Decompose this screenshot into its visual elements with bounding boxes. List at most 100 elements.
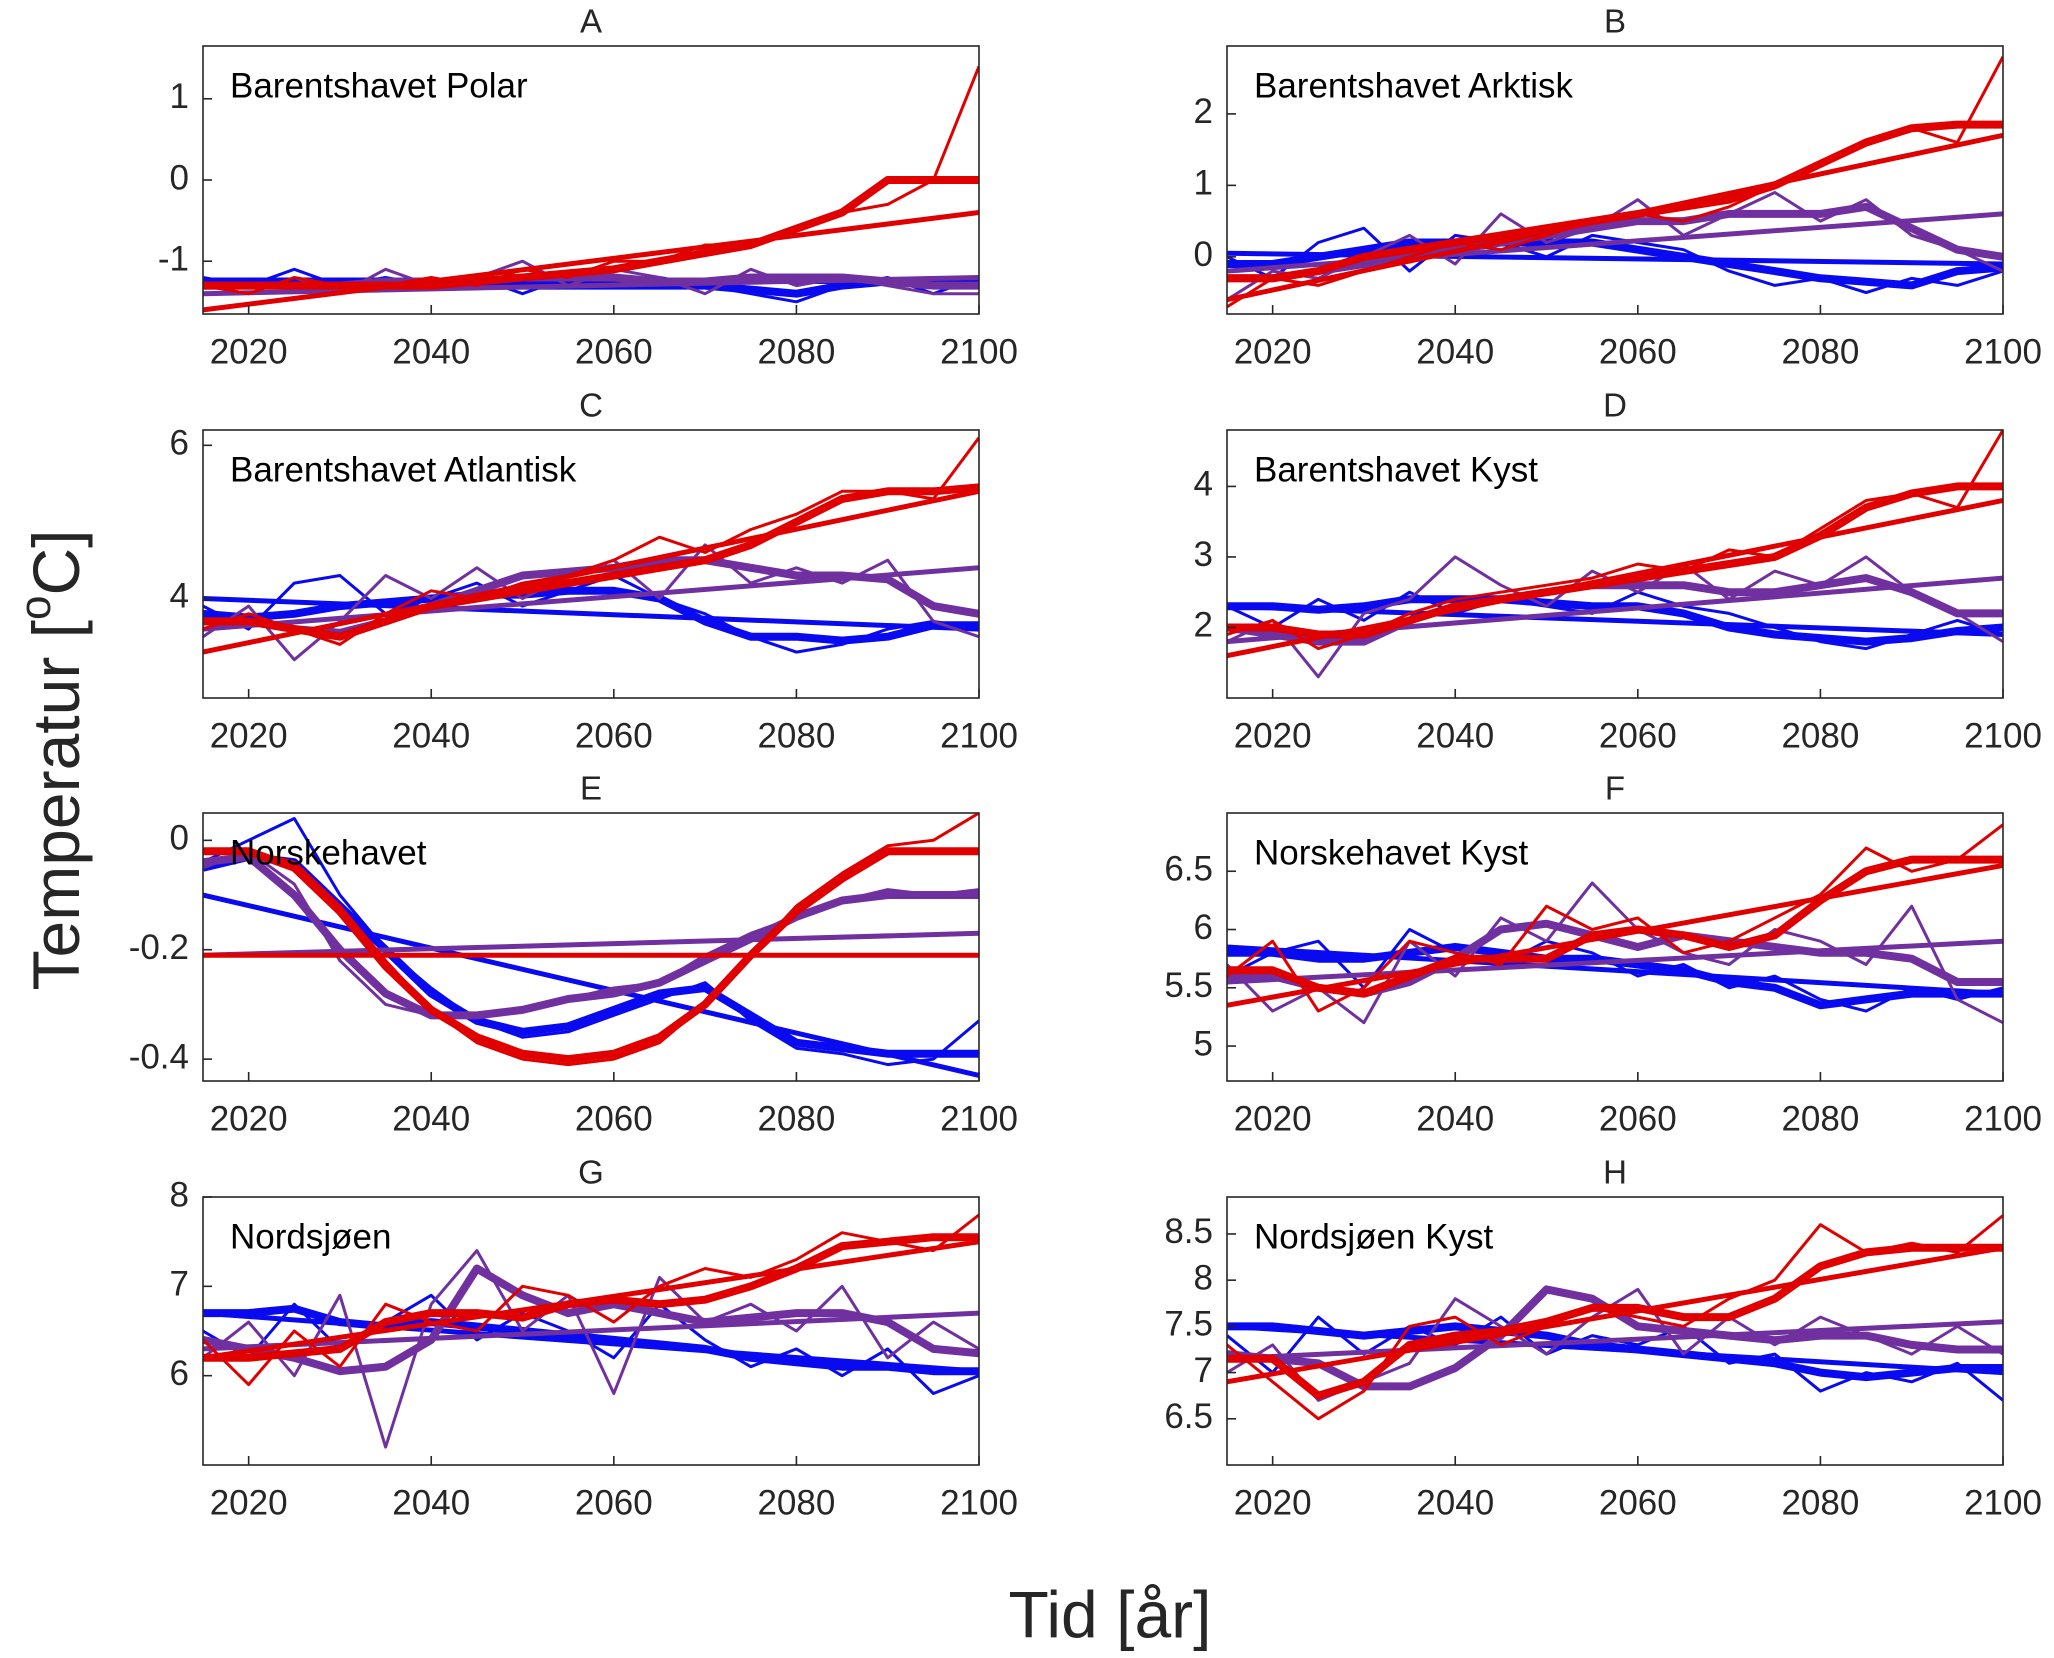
- series-group: [1227, 55, 2003, 309]
- x-tick-label: 2100: [940, 332, 1018, 371]
- x-tick-label: 2100: [940, 1099, 1018, 1138]
- series-line: [203, 1310, 979, 1352]
- panel: 2020 2040 2060 2080 2100 2 3 4 D Barentshavet Kys…: [1194, 387, 2042, 756]
- x-tick-label: 2060: [575, 716, 653, 755]
- x-tick-label: 2080: [1781, 332, 1859, 371]
- series-line: [203, 488, 979, 655]
- series-line: [203, 176, 979, 290]
- x-tick-label: 2020: [210, 716, 288, 755]
- series-line: [203, 1213, 979, 1387]
- series-line: [1227, 603, 2003, 637]
- y-tick-label: 6.5: [1164, 1397, 1213, 1436]
- x-tick-label: 2060: [575, 332, 653, 371]
- x-tick-label: 2020: [1234, 716, 1312, 755]
- panel-title: A: [580, 3, 602, 40]
- x-tick-label: 2020: [210, 1099, 288, 1138]
- series-line: [1227, 1245, 2003, 1385]
- panel-annotation: Norskehavet Kyst: [1254, 833, 1529, 872]
- axes-frame: [1226, 812, 2004, 1082]
- x-tick-label: 2060: [1599, 332, 1677, 371]
- y-tick-label: 7: [170, 1265, 189, 1304]
- series-line: [203, 847, 979, 1064]
- series-line: [203, 1304, 979, 1376]
- series-group: [203, 436, 979, 662]
- series-group: [203, 65, 979, 313]
- panel: 2020 2040 2060 2080 2100 5 5.5 6 6.5 F Norskehavet…: [1164, 770, 2042, 1139]
- y-tick-label: 1: [1194, 164, 1213, 203]
- x-tick-label: 2080: [757, 1483, 835, 1522]
- series-group: [1227, 1214, 2003, 1421]
- x-tick-label: 2040: [1416, 332, 1494, 371]
- x-tick-label: 2080: [757, 332, 835, 371]
- x-tick-label: 2040: [392, 332, 470, 371]
- y-tick-label: 0: [1194, 235, 1213, 274]
- series-line: [203, 930, 979, 958]
- y-tick-label: 6: [1194, 908, 1213, 947]
- panel-title: D: [1603, 387, 1627, 424]
- series-line: [203, 565, 979, 632]
- y-tick-label: 4: [170, 577, 189, 616]
- x-tick-label: 2060: [1599, 1483, 1677, 1522]
- y-tick-label: 2: [1194, 606, 1213, 645]
- y-tick-label: 4: [1194, 465, 1213, 504]
- y-axis-label: Temperatur [oC]: [11, 530, 94, 991]
- series-line: [203, 1249, 979, 1449]
- y-tick-label: 8: [1194, 1258, 1213, 1297]
- x-tick-label: 2100: [1964, 716, 2042, 755]
- series-line: [203, 586, 979, 645]
- series-line: [1227, 938, 2003, 985]
- axes-frame: [1226, 1196, 2004, 1466]
- series-line: [203, 892, 979, 1078]
- series-group: [203, 813, 979, 1078]
- y-tick-label: -0.2: [129, 928, 189, 967]
- y-tick-label: 0: [170, 819, 189, 858]
- panel-title: C: [579, 387, 603, 424]
- series-line: [1227, 1323, 2003, 1376]
- series-line: [1227, 498, 2003, 659]
- series-line: [1227, 482, 2003, 639]
- series-group: [1227, 430, 2003, 679]
- y-label-end: C]: [19, 530, 93, 596]
- x-tick-label: 2060: [1599, 1099, 1677, 1138]
- y-tick-label: 5: [1194, 1024, 1213, 1063]
- series-line: [203, 436, 979, 646]
- axes-frame: [1226, 429, 2004, 699]
- panel-annotation: Barentshavet Arktisk: [1254, 66, 1574, 105]
- y-tick-label: 8: [170, 1175, 189, 1214]
- series-line: [203, 596, 979, 632]
- x-tick-label: 2060: [1599, 716, 1677, 755]
- y-tick-label: 0: [170, 158, 189, 197]
- panel-annotation: Barentshavet Polar: [230, 66, 528, 105]
- series-line: [1227, 855, 2003, 998]
- panel: 2020 2040 2060 2080 2100 0 1 2 B Barentshavet Ark…: [1194, 3, 2042, 372]
- axes-frame: [202, 429, 980, 699]
- y-tick-label: 6: [170, 424, 189, 463]
- panel-annotation: Nordsjøen Kyst: [1254, 1217, 1494, 1256]
- panel: 2020 2040 2060 2080 2100 -1 0 1 A Barentshavet Po…: [158, 3, 1018, 372]
- panel: 2020 2040 2060 2080 2100 6.5 7 7.5 8 8.5 H Nordsjøe…: [1164, 1154, 2042, 1523]
- x-tick-label: 2100: [940, 1483, 1018, 1522]
- y-tick-label: -0.4: [129, 1037, 189, 1076]
- series-line: [1227, 1243, 2003, 1400]
- x-tick-label: 2100: [1964, 332, 2042, 371]
- series-line: [203, 483, 979, 641]
- series-line: [1227, 944, 2003, 997]
- x-tick-label: 2100: [940, 716, 1018, 755]
- y-tick-label: -1: [158, 239, 189, 278]
- x-tick-label: 2040: [1416, 1099, 1494, 1138]
- y-label-sup: o: [11, 596, 60, 620]
- panel: 2020 2040 2060 2080 2100 -0.4 -0.2 0 E Norskehave…: [129, 770, 1018, 1139]
- axes-frame: [1226, 45, 2004, 315]
- panel: 2020 2040 2060 2080 2100 6 7 8 G Nordsjøen: [170, 1154, 1018, 1523]
- x-tick-label: 2080: [1781, 716, 1859, 755]
- series-line: [1227, 238, 2003, 290]
- x-tick-label: 2020: [1234, 1099, 1312, 1138]
- x-tick-label: 2080: [757, 1099, 835, 1138]
- series-line: [1227, 862, 2003, 1008]
- y-tick-label: 6: [170, 1354, 189, 1393]
- y-tick-label: 8.5: [1164, 1212, 1213, 1251]
- panel-title: B: [1604, 3, 1626, 40]
- series-line: [1227, 226, 2003, 295]
- panel-title: F: [1605, 770, 1625, 807]
